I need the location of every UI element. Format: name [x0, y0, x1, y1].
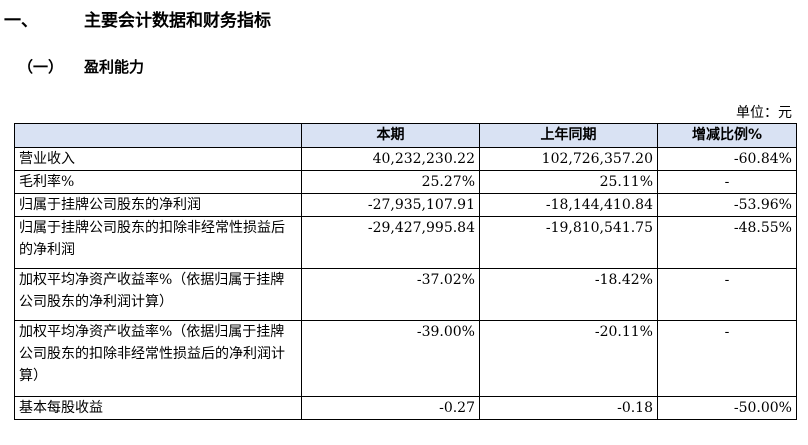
change-value: -	[657, 320, 797, 397]
header-item	[14, 123, 302, 148]
table-row: 归属于挂牌公司股东的净利润 -27,935,107.91 -18,144,410…	[14, 193, 797, 217]
change-value: -53.96%	[657, 193, 797, 217]
section-number: 一、	[4, 11, 38, 31]
row-label: 加权平均净资产收益率%（依据归属于挂牌公司股东的净利润计算）	[14, 268, 302, 321]
previous-value: 25.11%	[479, 170, 658, 194]
current-value: -29,427,995.84	[301, 216, 480, 269]
current-value: -39.00%	[301, 320, 480, 397]
header-current-period: 本期	[301, 123, 480, 148]
previous-value: -19,810,541.75	[479, 216, 658, 269]
table-row: 基本每股收益 -0.27 -0.18 -50.00%	[14, 396, 797, 420]
row-label: 毛利率%	[14, 170, 302, 194]
row-label: 基本每股收益	[14, 396, 302, 420]
row-label: 归属于挂牌公司股东的净利润	[14, 193, 302, 217]
table-row: 加权平均净资产收益率%（依据归属于挂牌公司股东的净利润计算） -37.02% -…	[14, 268, 797, 321]
subsection-number: （一）	[18, 58, 64, 76]
financial-indicators-table: 本期 上年同期 增减比例% 营业收入 40,232,230.22 102,726…	[14, 123, 797, 420]
change-value: -60.84%	[657, 147, 797, 171]
subsection-heading: （一） 盈利能力	[18, 56, 144, 77]
previous-value: -0.18	[479, 396, 658, 420]
previous-value: -18.42%	[479, 268, 658, 321]
current-value: 40,232,230.22	[301, 147, 480, 171]
current-value: 25.27%	[301, 170, 480, 194]
table-row: 归属于挂牌公司股东的扣除非经常性损益后的净利润 -29,427,995.84 -…	[14, 216, 797, 269]
previous-value: -20.11%	[479, 320, 658, 397]
table-header-row: 本期 上年同期 增减比例%	[14, 123, 797, 148]
unit-label: 单位：元	[736, 105, 792, 121]
table-row: 营业收入 40,232,230.22 102,726,357.20 -60.84…	[14, 147, 797, 171]
table-row: 加权平均净资产收益率%（依据归属于挂牌公司股东的扣除非经常性损益后的净利润计算）…	[14, 320, 797, 397]
table-row: 毛利率% 25.27% 25.11% -	[14, 170, 797, 194]
change-value: -48.55%	[657, 216, 797, 269]
row-label: 营业收入	[14, 147, 302, 171]
previous-value: 102,726,357.20	[479, 147, 658, 171]
header-previous-period: 上年同期	[479, 123, 658, 148]
header-change-ratio: 增减比例%	[657, 123, 797, 148]
change-value: -	[657, 170, 797, 194]
row-label: 归属于挂牌公司股东的扣除非经常性损益后的净利润	[14, 216, 302, 269]
section-title: 主要会计数据和财务指标	[84, 11, 271, 31]
current-value: -27,935,107.91	[301, 193, 480, 217]
current-value: -0.27	[301, 396, 480, 420]
change-value: -50.00%	[657, 396, 797, 420]
subsection-title: 盈利能力	[84, 58, 145, 76]
row-label: 加权平均净资产收益率%（依据归属于挂牌公司股东的扣除非经常性损益后的净利润计算）	[14, 320, 302, 397]
previous-value: -18,144,410.84	[479, 193, 658, 217]
current-value: -37.02%	[301, 268, 480, 321]
section-heading: 一、 主要会计数据和财务指标	[4, 6, 271, 31]
change-value: -	[657, 268, 797, 321]
